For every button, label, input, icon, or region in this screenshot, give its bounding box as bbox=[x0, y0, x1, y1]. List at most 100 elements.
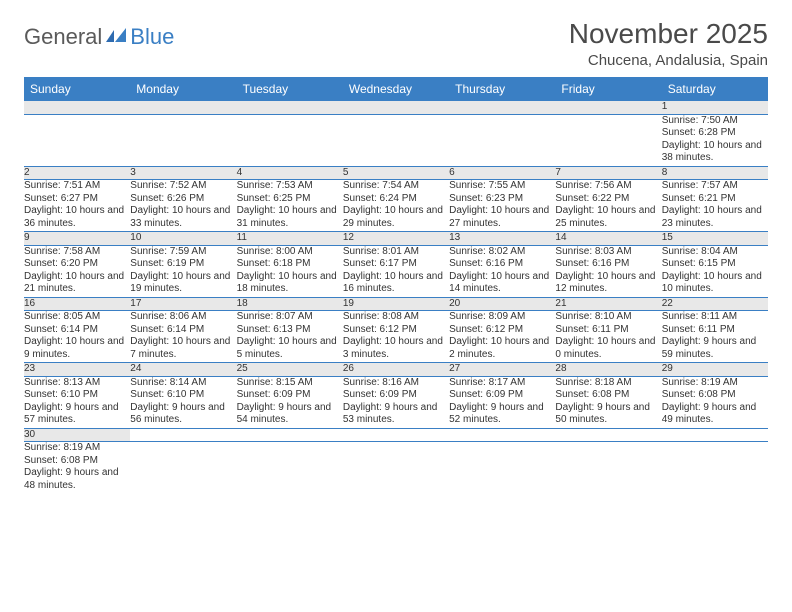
sunrise-text: Sunrise: 8:03 AM bbox=[555, 246, 661, 259]
day-number-cell: 9 bbox=[24, 232, 130, 246]
day-number-cell: 3 bbox=[130, 166, 236, 180]
sunset-text: Sunset: 6:16 PM bbox=[449, 258, 555, 271]
day-content-cell: Sunrise: 8:11 AMSunset: 6:11 PMDaylight:… bbox=[662, 311, 768, 363]
day-number-cell: 30 bbox=[24, 428, 130, 442]
day-number-cell: 23 bbox=[24, 363, 130, 377]
day-content-row: Sunrise: 8:19 AMSunset: 6:08 PMDaylight:… bbox=[24, 442, 768, 494]
sunrise-text: Sunrise: 8:04 AM bbox=[662, 246, 768, 259]
day-number-row: 1 bbox=[24, 101, 768, 114]
sunrise-text: Sunrise: 8:19 AM bbox=[662, 377, 768, 390]
sunset-text: Sunset: 6:24 PM bbox=[343, 193, 449, 206]
day-number-cell: 11 bbox=[237, 232, 343, 246]
day-number-cell: 25 bbox=[237, 363, 343, 377]
sunrise-text: Sunrise: 8:14 AM bbox=[130, 377, 236, 390]
sunrise-text: Sunrise: 7:58 AM bbox=[24, 246, 130, 259]
day-number-cell bbox=[555, 101, 661, 114]
day-number-cell: 10 bbox=[130, 232, 236, 246]
sunrise-text: Sunrise: 8:01 AM bbox=[343, 246, 449, 259]
daylight-text: Daylight: 10 hours and 5 minutes. bbox=[237, 336, 343, 361]
sunset-text: Sunset: 6:10 PM bbox=[24, 389, 130, 402]
day-number-cell bbox=[449, 428, 555, 442]
sunrise-text: Sunrise: 7:52 AM bbox=[130, 180, 236, 193]
day-content-cell bbox=[130, 114, 236, 166]
sunset-text: Sunset: 6:14 PM bbox=[130, 324, 236, 337]
day-content-cell: Sunrise: 8:00 AMSunset: 6:18 PMDaylight:… bbox=[237, 245, 343, 297]
day-number-cell: 29 bbox=[662, 363, 768, 377]
day-content-cell: Sunrise: 8:03 AMSunset: 6:16 PMDaylight:… bbox=[555, 245, 661, 297]
sunrise-text: Sunrise: 7:54 AM bbox=[343, 180, 449, 193]
daylight-text: Daylight: 10 hours and 10 minutes. bbox=[662, 271, 768, 296]
day-content-cell bbox=[343, 114, 449, 166]
sunset-text: Sunset: 6:08 PM bbox=[24, 455, 130, 468]
sunset-text: Sunset: 6:12 PM bbox=[343, 324, 449, 337]
day-number-cell: 8 bbox=[662, 166, 768, 180]
day-content-row: Sunrise: 8:05 AMSunset: 6:14 PMDaylight:… bbox=[24, 311, 768, 363]
day-content-cell: Sunrise: 8:15 AMSunset: 6:09 PMDaylight:… bbox=[237, 376, 343, 428]
sunset-text: Sunset: 6:14 PM bbox=[24, 324, 130, 337]
sunrise-text: Sunrise: 8:02 AM bbox=[449, 246, 555, 259]
logo-text-general: General bbox=[24, 24, 102, 50]
daylight-text: Daylight: 10 hours and 9 minutes. bbox=[24, 336, 130, 361]
day-content-cell bbox=[237, 114, 343, 166]
daylight-text: Daylight: 9 hours and 59 minutes. bbox=[662, 336, 768, 361]
day-number-cell bbox=[24, 101, 130, 114]
day-content-cell: Sunrise: 7:55 AMSunset: 6:23 PMDaylight:… bbox=[449, 180, 555, 232]
daylight-text: Daylight: 9 hours and 53 minutes. bbox=[343, 402, 449, 427]
day-content-cell: Sunrise: 8:09 AMSunset: 6:12 PMDaylight:… bbox=[449, 311, 555, 363]
sunrise-text: Sunrise: 8:15 AM bbox=[237, 377, 343, 390]
day-content-cell: Sunrise: 7:56 AMSunset: 6:22 PMDaylight:… bbox=[555, 180, 661, 232]
daylight-text: Daylight: 10 hours and 16 minutes. bbox=[343, 271, 449, 296]
day-content-row: Sunrise: 7:51 AMSunset: 6:27 PMDaylight:… bbox=[24, 180, 768, 232]
daylight-text: Daylight: 9 hours and 54 minutes. bbox=[237, 402, 343, 427]
sunrise-text: Sunrise: 7:53 AM bbox=[237, 180, 343, 193]
sunrise-text: Sunrise: 8:19 AM bbox=[24, 442, 130, 455]
sunrise-text: Sunrise: 8:13 AM bbox=[24, 377, 130, 390]
weekday-header: Thursday bbox=[449, 77, 555, 101]
sunset-text: Sunset: 6:10 PM bbox=[130, 389, 236, 402]
day-number-cell bbox=[555, 428, 661, 442]
day-content-cell: Sunrise: 8:14 AMSunset: 6:10 PMDaylight:… bbox=[130, 376, 236, 428]
sunrise-text: Sunrise: 7:51 AM bbox=[24, 180, 130, 193]
daylight-text: Daylight: 9 hours and 48 minutes. bbox=[24, 467, 130, 492]
sunrise-text: Sunrise: 8:18 AM bbox=[555, 377, 661, 390]
sunrise-text: Sunrise: 8:08 AM bbox=[343, 311, 449, 324]
sunset-text: Sunset: 6:18 PM bbox=[237, 258, 343, 271]
day-content-cell: Sunrise: 7:50 AMSunset: 6:28 PMDaylight:… bbox=[662, 114, 768, 166]
sunset-text: Sunset: 6:25 PM bbox=[237, 193, 343, 206]
daylight-text: Daylight: 10 hours and 21 minutes. bbox=[24, 271, 130, 296]
day-number-cell: 22 bbox=[662, 297, 768, 311]
day-content-cell: Sunrise: 7:53 AMSunset: 6:25 PMDaylight:… bbox=[237, 180, 343, 232]
header: General Blue November 2025 Chucena, Anda… bbox=[24, 18, 768, 69]
daylight-text: Daylight: 10 hours and 19 minutes. bbox=[130, 271, 236, 296]
daylight-text: Daylight: 10 hours and 38 minutes. bbox=[662, 140, 768, 165]
daylight-text: Daylight: 9 hours and 57 minutes. bbox=[24, 402, 130, 427]
daylight-text: Daylight: 9 hours and 52 minutes. bbox=[449, 402, 555, 427]
sunrise-text: Sunrise: 7:50 AM bbox=[662, 115, 768, 128]
sunrise-text: Sunrise: 8:00 AM bbox=[237, 246, 343, 259]
daylight-text: Daylight: 9 hours and 50 minutes. bbox=[555, 402, 661, 427]
day-number-cell bbox=[237, 428, 343, 442]
sunrise-text: Sunrise: 7:59 AM bbox=[130, 246, 236, 259]
day-number-cell: 18 bbox=[237, 297, 343, 311]
location-text: Chucena, Andalusia, Spain bbox=[569, 52, 768, 69]
day-number-cell bbox=[130, 101, 236, 114]
sunset-text: Sunset: 6:12 PM bbox=[449, 324, 555, 337]
weekday-header: Sunday bbox=[24, 77, 130, 101]
day-content-row: Sunrise: 8:13 AMSunset: 6:10 PMDaylight:… bbox=[24, 376, 768, 428]
day-content-cell: Sunrise: 8:17 AMSunset: 6:09 PMDaylight:… bbox=[449, 376, 555, 428]
sunset-text: Sunset: 6:11 PM bbox=[555, 324, 661, 337]
day-number-cell: 6 bbox=[449, 166, 555, 180]
day-number-cell: 4 bbox=[237, 166, 343, 180]
daylight-text: Daylight: 10 hours and 36 minutes. bbox=[24, 205, 130, 230]
day-content-cell bbox=[555, 114, 661, 166]
daylight-text: Daylight: 10 hours and 0 minutes. bbox=[555, 336, 661, 361]
daylight-text: Daylight: 10 hours and 29 minutes. bbox=[343, 205, 449, 230]
daylight-text: Daylight: 10 hours and 31 minutes. bbox=[237, 205, 343, 230]
calendar-table: SundayMondayTuesdayWednesdayThursdayFrid… bbox=[24, 77, 768, 494]
day-content-cell bbox=[449, 442, 555, 494]
sunrise-text: Sunrise: 8:09 AM bbox=[449, 311, 555, 324]
day-content-cell: Sunrise: 8:16 AMSunset: 6:09 PMDaylight:… bbox=[343, 376, 449, 428]
weekday-header: Wednesday bbox=[343, 77, 449, 101]
day-content-cell: Sunrise: 8:13 AMSunset: 6:10 PMDaylight:… bbox=[24, 376, 130, 428]
day-content-cell: Sunrise: 8:10 AMSunset: 6:11 PMDaylight:… bbox=[555, 311, 661, 363]
